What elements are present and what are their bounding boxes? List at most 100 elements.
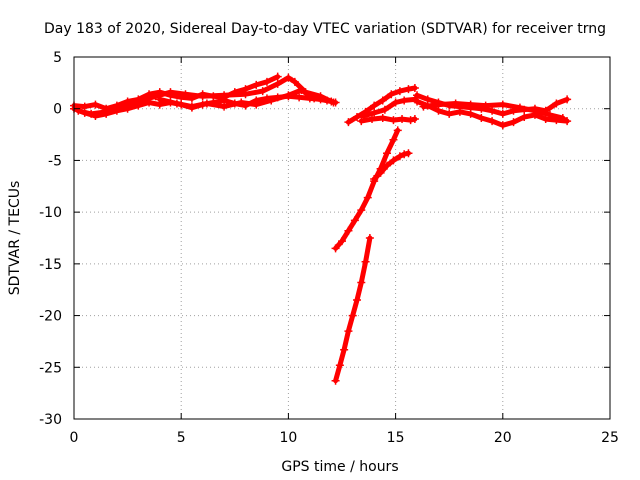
data-point [389,156,398,165]
data-point [434,100,443,109]
data-point [344,226,353,235]
data-point [410,84,419,93]
data-point [419,102,428,111]
data-point [181,90,190,99]
x-tick-label: 15 [387,430,405,446]
data-point [353,296,362,305]
data-point [220,91,229,100]
data-point [380,105,389,114]
data-point [155,95,164,104]
data-point [365,234,374,242]
data-point [310,94,319,103]
data-point [187,102,196,111]
data-point [481,101,490,110]
data-point [338,237,346,246]
data-point [340,345,349,354]
data-segment [331,234,374,385]
data-point [357,206,366,215]
data-point [398,115,407,124]
y-tick-label: -10 [39,205,62,221]
data-segment [359,95,419,120]
data-point [498,100,507,109]
data-point [378,96,387,105]
data-point [413,97,422,106]
data-point [395,87,404,96]
data-point [344,327,353,336]
data-point [331,244,340,253]
data-point [541,115,550,124]
data-point [172,99,181,108]
data-point [284,91,293,100]
data-point [389,135,398,144]
data-point [370,108,379,117]
data-point [241,90,250,99]
data-point [455,107,464,116]
data-point [350,216,359,225]
data-point [451,99,460,108]
data-point [400,150,409,159]
data-trace [421,101,566,121]
data-point [267,96,276,105]
data-point [220,102,229,111]
x-tick-label: 20 [494,430,512,446]
data-segment [357,114,419,126]
data-point [368,115,377,124]
data-point [488,106,497,115]
data-point [488,117,497,126]
x-tick-label: 0 [70,430,79,446]
data-point [297,86,306,95]
data-point [91,100,100,109]
data-point [466,109,475,118]
data-point [376,168,385,177]
data-point [445,109,454,118]
y-tick-label: -25 [39,360,62,376]
data-point [117,102,126,111]
data-series [70,72,572,385]
data-point [252,80,261,89]
data-point [466,100,475,109]
data-point [404,85,413,94]
y-axis-tick-labels: -30 -25 -20 -15 -10 -5 0 5 [39,50,62,428]
data-point [406,116,415,125]
data-point [404,149,413,158]
data-point [344,118,353,127]
y-tick-label: -30 [39,412,62,428]
data-point [393,126,402,135]
data-point [258,87,267,96]
data-point [370,175,379,184]
data-point [237,98,246,107]
chart-title: Day 183 of 2020, Sidereal Day-to-day VTE… [44,21,606,37]
data-point [134,97,143,106]
data-point [520,112,529,121]
data-point [331,376,340,385]
data-point [515,103,524,112]
data-point [262,77,271,86]
data-point [198,92,207,101]
y-tick-label: -5 [48,153,62,169]
data-point [166,88,175,97]
data-point [498,109,507,118]
data-point [290,77,299,86]
data-point [357,278,366,287]
data-segment [419,99,567,123]
axis-ticks [73,56,611,420]
data-point [361,257,370,266]
data-point [151,92,160,101]
data-point [545,110,554,119]
data-point [383,161,392,170]
x-axis-tick-labels: 0 5 10 15 20 25 [70,430,619,446]
data-point [284,73,293,82]
y-tick-label: 0 [53,102,62,118]
plot-frame [73,56,611,420]
data-point [477,114,486,123]
data-point [335,361,344,370]
data-point [252,100,261,109]
x-tick-label: 5 [177,430,186,446]
data-point [395,152,404,161]
data-point [410,115,419,124]
data-trace [75,75,336,117]
x-axis-label: GPS time / hours [281,459,398,475]
data-point [348,311,357,320]
